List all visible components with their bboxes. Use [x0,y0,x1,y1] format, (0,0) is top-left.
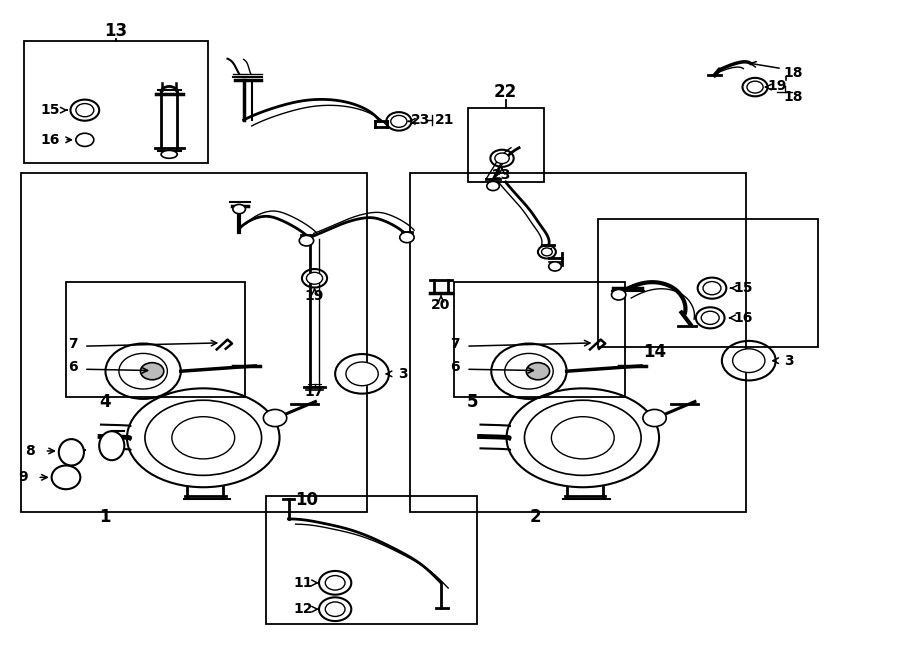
Text: 11: 11 [293,576,312,590]
Text: 2: 2 [529,508,541,526]
Bar [598,219,818,348]
Text: 12: 12 [293,602,312,616]
Ellipse shape [733,349,765,373]
Text: 19: 19 [768,79,788,93]
Ellipse shape [99,431,124,460]
Ellipse shape [161,150,177,158]
Text: 17: 17 [305,385,324,399]
Ellipse shape [346,362,378,386]
Text: 3: 3 [398,367,408,381]
Text: 15: 15 [734,281,753,295]
Circle shape [233,205,246,214]
Text: 16: 16 [734,311,753,325]
Ellipse shape [306,272,322,284]
Ellipse shape [58,439,84,465]
Text: 6: 6 [68,360,78,374]
Text: 21: 21 [435,113,454,127]
Circle shape [400,232,414,243]
Text: 5: 5 [467,393,478,410]
Bar [66,281,246,397]
Ellipse shape [325,602,345,616]
Circle shape [487,181,500,191]
Text: 3: 3 [784,354,794,367]
Text: 4: 4 [99,393,111,410]
Circle shape [611,289,625,300]
Text: 7: 7 [68,337,78,351]
Text: 6: 6 [451,360,460,374]
Ellipse shape [701,311,719,324]
Bar [23,41,208,163]
Text: 1: 1 [99,508,111,526]
Bar [21,173,366,512]
Circle shape [526,363,550,380]
Text: 15: 15 [40,103,59,117]
Bar [266,496,477,624]
Circle shape [643,410,666,426]
Ellipse shape [51,465,80,489]
Ellipse shape [495,153,509,164]
Text: 16: 16 [40,133,59,147]
Text: 20: 20 [431,298,451,312]
Bar [468,107,544,182]
Text: 13: 13 [104,22,128,40]
Bar [410,173,746,512]
Ellipse shape [325,575,345,590]
Text: 18: 18 [783,66,803,79]
Text: 7: 7 [451,337,460,351]
Text: 23: 23 [492,167,512,182]
Ellipse shape [703,281,721,295]
Text: 22: 22 [494,83,518,101]
Ellipse shape [542,248,553,256]
Text: 14: 14 [643,343,666,361]
Circle shape [140,363,164,380]
Text: 18: 18 [783,90,803,104]
Bar [454,281,625,397]
Text: 10: 10 [295,491,318,509]
Text: 9: 9 [18,470,28,485]
Text: 8: 8 [25,444,35,458]
Text: 23: 23 [410,113,430,127]
Ellipse shape [76,103,94,117]
Text: 19: 19 [305,289,324,303]
Ellipse shape [747,81,763,93]
Circle shape [300,236,313,246]
Circle shape [264,410,287,426]
Ellipse shape [391,115,407,127]
Circle shape [76,133,94,146]
Circle shape [549,261,562,271]
